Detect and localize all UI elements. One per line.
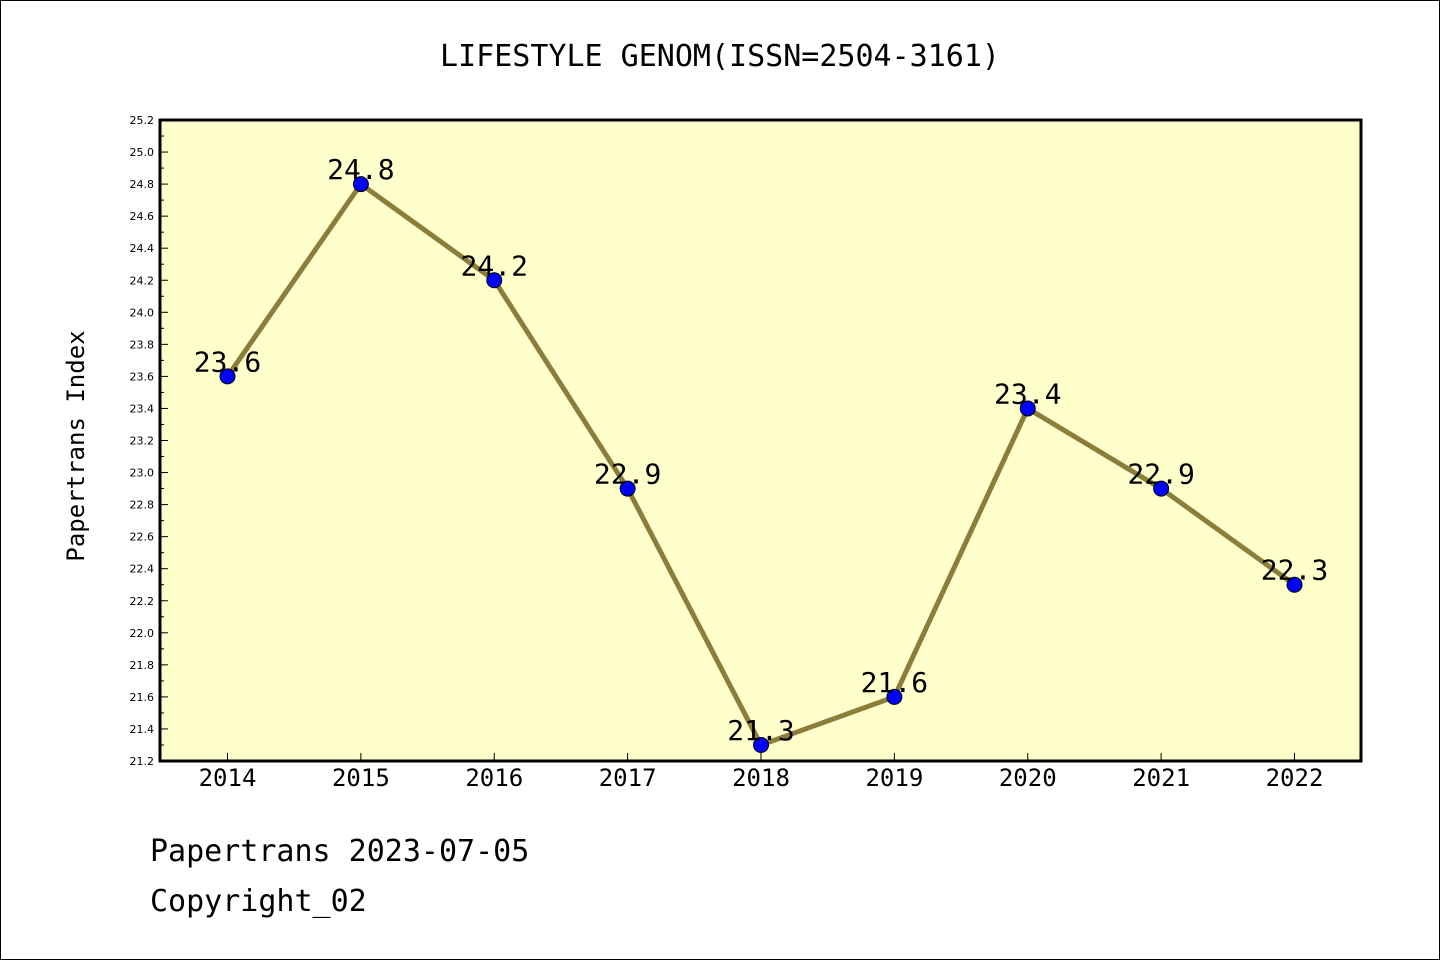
data-point: [352, 176, 369, 193]
x-tick-label: 2020: [999, 764, 1057, 792]
x-tick-label: 2017: [599, 764, 657, 792]
plot-area: [160, 120, 1361, 761]
data-label: 24.2: [461, 249, 528, 282]
y-tick-label: 21.8: [130, 659, 155, 672]
y-tick-label: 23.6: [130, 370, 155, 383]
y-tick-label: 25.2: [130, 114, 155, 127]
data-label: 24.8: [327, 153, 394, 186]
y-tick-label: 23.2: [130, 435, 155, 448]
y-tick-label: 24.0: [130, 306, 155, 319]
data-label: 22.9: [1127, 458, 1194, 491]
y-tick-label: 21.6: [130, 691, 155, 704]
y-tick-label: 21.2: [130, 755, 155, 768]
y-axis-ticks: 21.2 21.4 21.6 21.8 22.0 22.2 22.4 22.6 22.8 23.0…: [130, 114, 168, 768]
y-tick-label: 22.0: [130, 627, 155, 640]
x-tick-label: 2021: [1132, 764, 1190, 792]
data-label: 22.9: [594, 458, 661, 491]
y-tick-label: 24.6: [130, 210, 155, 223]
data-label: 21.6: [861, 666, 928, 699]
y-tick-label: 23.4: [130, 402, 155, 415]
data-point: [1019, 400, 1036, 417]
x-tick-label: 2014: [199, 764, 257, 792]
footer-date: Papertrans 2023-07-05: [150, 834, 530, 869]
y-tick-label: 22.8: [130, 499, 155, 512]
footer-copyright: Copyright_02: [150, 884, 367, 919]
y-tick-label: 23.8: [130, 338, 155, 351]
y-tick-label: 21.4: [130, 723, 155, 736]
data-point: [886, 688, 903, 705]
y-tick-label: 24.8: [130, 178, 155, 191]
data-point: [219, 368, 236, 385]
y-tick-label: 22.4: [130, 563, 155, 576]
series-group: 23.6 24.8 24.2 22.9 21.3 21.6 23.4 22.9 22.3: [194, 153, 1328, 753]
x-axis-ticks: 2014 2015 2016 2017 2018 2019 2020 2021 2022: [199, 753, 1324, 792]
x-tick-label: 2016: [465, 764, 523, 792]
data-point: [1153, 480, 1170, 497]
data-point: [1286, 576, 1303, 593]
data-label: 22.3: [1261, 554, 1328, 587]
x-tick-label: 2019: [865, 764, 923, 792]
data-label: 23.6: [194, 345, 261, 378]
data-point: [486, 272, 503, 289]
data-point: [753, 736, 769, 753]
y-tick-label: 25.0: [130, 146, 155, 159]
y-tick-label: 24.4: [130, 242, 155, 255]
data-label: 23.4: [994, 377, 1061, 410]
data-label: 21.3: [727, 714, 794, 747]
plot-border: [158, 118, 1363, 763]
y-tick-label: 23.0: [130, 467, 155, 480]
y-tick-label: 24.2: [130, 274, 155, 287]
x-tick-label: 2018: [732, 764, 790, 792]
chart-title: LIFESTYLE GENOM(ISSN=2504-3161): [440, 39, 1000, 74]
y-tick-label: 22.6: [130, 531, 155, 544]
data-point: [619, 480, 636, 497]
y-axis-label: Papertrans Index: [62, 330, 90, 561]
x-tick-label: 2015: [332, 764, 390, 792]
y-tick-label: 22.2: [130, 595, 155, 608]
x-tick-label: 2022: [1266, 764, 1324, 792]
